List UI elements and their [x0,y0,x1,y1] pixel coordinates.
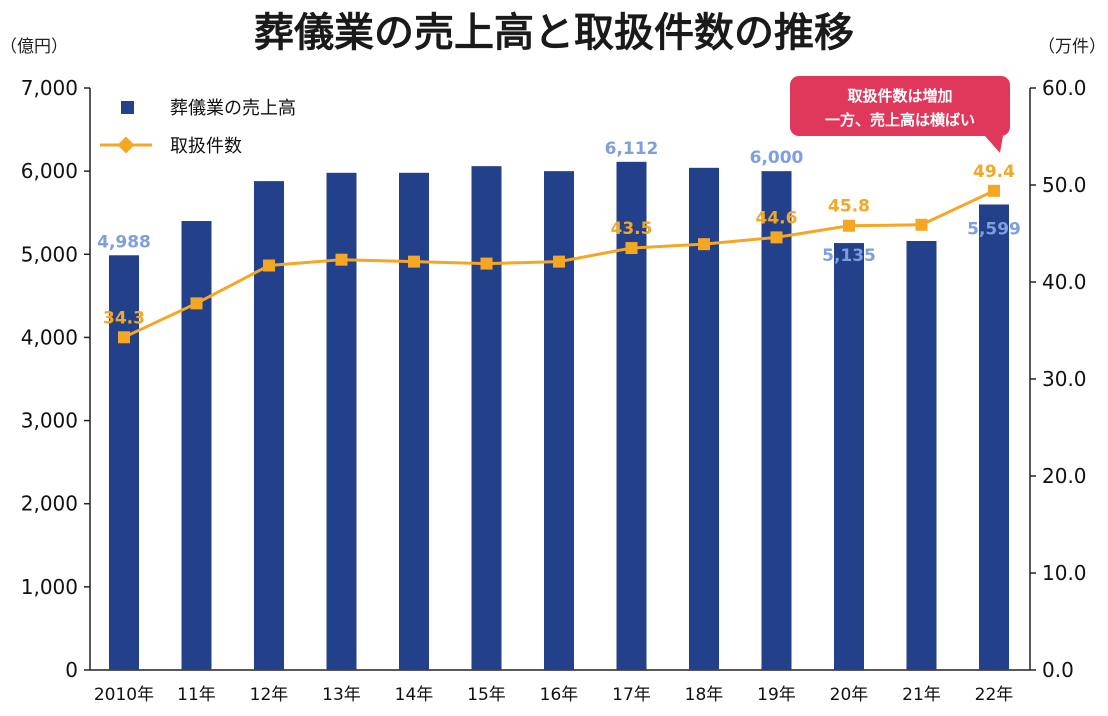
bar-value-label: 5,135 [822,246,876,266]
x-tick-label: 19年 [757,685,796,705]
x-tick-label: 11年 [177,685,216,705]
legend-line-marker [117,136,135,154]
line-series [118,184,1000,344]
line-point [698,238,710,251]
legend: 葬儀業の売上高 取扱件数 [100,98,296,157]
line-value-label: 49.4 [973,162,1015,182]
callout-line-1: 取扱件数は増加 [847,87,952,105]
right-axis-unit: （万件） [1038,37,1106,57]
legend-bar-swatch [121,101,134,114]
left-tick-label: 5,000 [21,242,78,266]
line-point [190,297,203,310]
left-tick-label: 7,000 [21,76,78,100]
callout-pointer [985,136,1003,153]
right-tick-label: 0.0 [1042,658,1074,682]
callout-line-2: 一方、売上高は横ばい [825,111,975,129]
line-value-label: 34.3 [103,308,145,328]
right-tick-label: 10.0 [1042,561,1087,585]
bar [326,172,357,670]
x-tick-label: 17年 [612,685,651,705]
left-tick-label: 2,000 [21,492,78,516]
line-value-label: 44.6 [756,208,798,228]
callout-box [790,76,1010,136]
bar-value-label: 4,988 [97,232,151,252]
bar [906,240,937,671]
bar [979,204,1009,670]
line-value-label: 45.8 [828,197,870,217]
line-point [770,231,783,244]
left-tick-label: 1,000 [21,575,78,599]
x-tick-label: 22年 [975,685,1014,705]
line-point [408,255,420,268]
bar-series [109,161,1009,671]
left-tick-label: 0 [65,658,78,682]
right-tick-label: 40.0 [1042,270,1087,294]
x-tick-label: 18年 [685,685,724,705]
bar-value-label: 6,112 [605,139,659,159]
x-tick-label: 16年 [540,685,579,705]
line-point [843,219,855,232]
bar-value-label: 6,000 [750,148,804,168]
bar [471,166,502,670]
bar [544,171,574,670]
left-axis-unit: （億円） [0,37,68,57]
callout: 取扱件数は増加 一方、売上高は横ばい [790,76,1010,153]
legend-bar-label: 葬儀業の売上高 [170,98,296,119]
chart-title: 葬儀業の売上高と取扱件数の推移 [254,10,854,56]
line-point [625,242,638,255]
left-tick-label: 3,000 [21,409,78,433]
right-tick-label: 50.0 [1042,173,1087,197]
bar [761,171,792,670]
x-tick-label: 15年 [467,685,506,705]
x-tick-label: 12年 [250,685,289,705]
line-point [263,259,275,272]
right-tick-label: 30.0 [1042,367,1087,391]
bar [109,255,139,670]
right-tick-label: 60.0 [1042,76,1087,100]
line-point [118,331,130,344]
line-point [480,257,493,270]
line-point [553,255,565,268]
bar [834,243,864,670]
left-tick-label: 6,000 [21,159,78,183]
bar [254,181,284,670]
x-tick-label: 2010年 [94,685,154,705]
axes: 0 1,000 2,000 3,000 4,000 5,000 6,000 7,000 0.0 1… [21,76,1087,705]
data-labels: 4,988 6,112 6,000 5,135 5,599 34.3 43.5 44.6 45.… [97,139,1021,328]
bar [689,167,719,670]
bar [399,172,429,670]
x-tick-label: 14年 [395,685,434,705]
x-tick-label: 21年 [902,685,941,705]
line-value-label: 43.5 [611,219,653,239]
line-point [988,184,1000,197]
x-tick-label: 20年 [830,685,869,705]
bar [181,221,212,670]
legend-line-label: 取扱件数 [170,136,242,157]
line-point [335,253,348,266]
right-tick-label: 20.0 [1042,464,1087,488]
x-tick-label: 13年 [322,685,361,705]
bar-value-label: 5,599 [967,219,1021,239]
line-point [915,218,928,231]
left-tick-label: 4,000 [21,325,78,349]
